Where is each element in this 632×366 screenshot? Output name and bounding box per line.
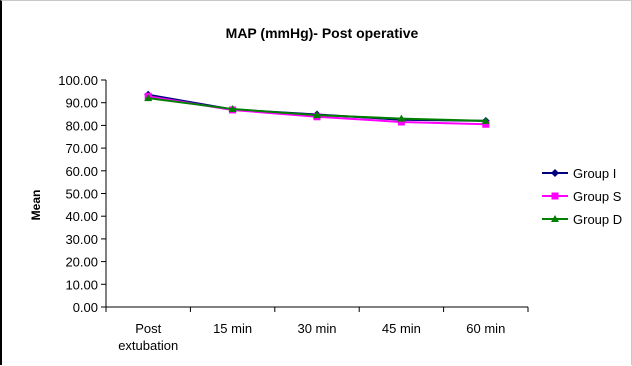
series-group-d — [144, 94, 490, 124]
legend-marker — [551, 169, 559, 177]
legend-item-group-i: Group I — [542, 166, 616, 181]
y-tick-label: 40.00 — [65, 209, 98, 224]
data-point-group-d — [228, 105, 237, 113]
x-tick-label: Post extubation — [118, 321, 178, 353]
legend-label: Group I — [573, 166, 616, 181]
y-tick-label: 70.00 — [65, 141, 98, 156]
legend-label: Group S — [573, 189, 622, 204]
legend-item-group-d: Group D — [542, 212, 622, 227]
y-axis-label: Mean — [29, 190, 43, 221]
plot-area — [144, 90, 490, 128]
x-tick-label: 45 min — [382, 321, 421, 336]
y-axis: 0.00 10.00 20.00 30.00 40.00 50.00 60.00 70.00 8… — [58, 73, 107, 315]
data-point-group-s — [482, 120, 490, 128]
data-point-group-d — [144, 94, 153, 102]
y-tick-label: 60.00 — [65, 164, 98, 179]
legend-marker — [551, 192, 559, 200]
y-tick-label: 10.00 — [65, 277, 98, 292]
x-tick-label: 60 min — [466, 321, 505, 336]
legend-label: Group D — [573, 212, 622, 227]
y-tick-label: 100.00 — [58, 73, 98, 88]
data-point-group-d — [481, 116, 490, 124]
y-tick-label: 90.00 — [65, 96, 98, 111]
y-tick-label: 0.00 — [73, 300, 98, 315]
y-tick-label: 30.00 — [65, 232, 98, 247]
x-tick-label: 30 min — [297, 321, 336, 336]
x-axis: Post extubation 15 min 30 min 45 min 60 min — [105, 306, 529, 353]
data-point-group-d — [313, 111, 321, 119]
x-tick-label: 15 min — [213, 321, 252, 336]
y-tick-label: 50.00 — [65, 187, 98, 202]
data-point-group-d — [397, 114, 406, 122]
y-tick-label: 80.00 — [65, 118, 98, 133]
legend-item-group-s: Group S — [542, 189, 622, 204]
y-tick-label: 20.00 — [65, 255, 98, 270]
legend-marker — [551, 215, 559, 222]
chart-title: MAP (mmHg)- Post operative — [226, 25, 419, 41]
data-point-group-s — [397, 118, 405, 126]
legend: Group I Group S Group D — [542, 166, 622, 227]
series-group-s — [144, 92, 490, 128]
